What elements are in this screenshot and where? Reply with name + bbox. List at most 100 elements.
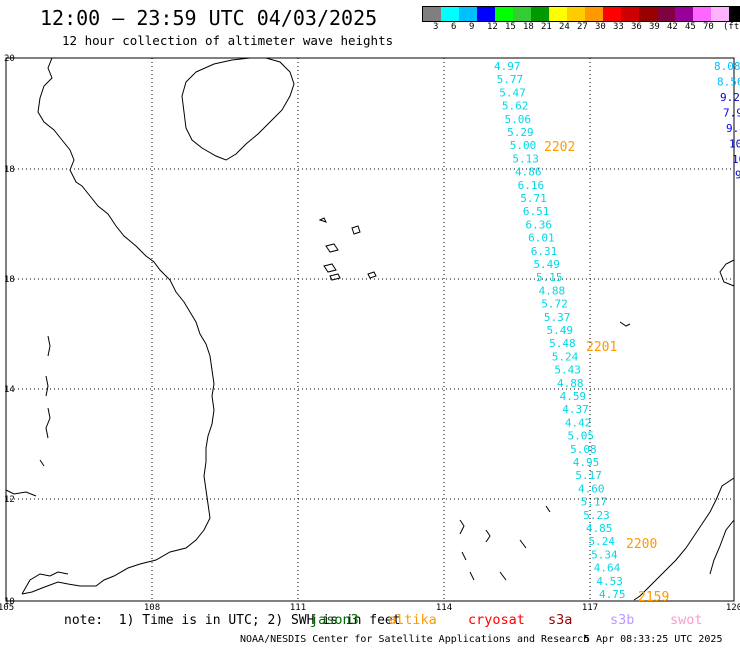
swh-value: 5.34	[591, 548, 618, 561]
lon-tick-label: 105	[0, 603, 14, 613]
swh-value: 5.00	[510, 139, 537, 152]
scale-swatch	[675, 7, 693, 21]
swh-value: 6.36	[526, 218, 553, 231]
swh-value: 4.64	[594, 562, 621, 575]
axis-labels: 105 108 111 114 117 120 20 18 18 14 12 10	[0, 54, 740, 613]
mission-label-cryosat: cryosat	[468, 612, 525, 628]
swh-value: 4.88	[539, 284, 566, 297]
swh-value: 5.49	[533, 258, 560, 271]
swh-value: 6.16	[518, 179, 545, 192]
swh-value: 5.49	[547, 324, 574, 337]
mission-label-s3b: s3b	[610, 612, 635, 628]
scale-swatch	[729, 7, 740, 21]
swh-value: 5.71	[520, 192, 547, 205]
swh-value: 5.05	[568, 430, 595, 443]
generated-timestamp: 5 Apr 08:33:25 UTC 2025	[584, 634, 723, 645]
swh-value: 8.08	[714, 60, 740, 73]
swh-value: 5.72	[541, 298, 568, 311]
swh-value: 5.77	[497, 73, 524, 86]
mission-label-jason3: jason3	[310, 612, 359, 628]
lat-tick-label: 18	[4, 275, 15, 285]
swh-value: 5.29	[507, 126, 534, 139]
track-time-label: 2202	[544, 140, 575, 155]
swh-value: 5.13	[512, 152, 539, 165]
swh-value: 6.51	[523, 205, 550, 218]
lat-tick-label: 18	[4, 165, 15, 175]
lat-tick-label: 12	[4, 495, 15, 505]
track-time-label: 2201	[586, 340, 617, 355]
swh-value: 5.24	[552, 350, 579, 363]
graticule	[6, 58, 734, 601]
scale-label: 36	[631, 22, 642, 32]
swh-value: 5.37	[544, 311, 571, 324]
lon-tick-label: 117	[582, 603, 598, 613]
scale-swatch	[585, 7, 603, 21]
scale-swatch	[693, 7, 711, 21]
swh-value: 4.37	[562, 403, 589, 416]
swh-value: 4.85	[586, 522, 613, 535]
swh-value: 5.62	[502, 100, 529, 113]
scale-label: 9	[469, 22, 475, 32]
scale-label: 42	[667, 22, 678, 32]
swh-value: 5.47	[499, 86, 526, 99]
scale-swatch	[657, 7, 675, 21]
scale-swatch	[495, 7, 513, 21]
scale-swatch	[603, 7, 621, 21]
scale-label: (ft)	[723, 22, 740, 32]
scale-swatch	[423, 7, 441, 21]
lon-tick-label: 120	[726, 603, 740, 613]
scale-label: 39	[649, 22, 660, 32]
scale-swatch	[513, 7, 531, 21]
swh-value: 4.53	[596, 575, 623, 588]
swh-value: 6.01	[528, 232, 555, 245]
track-time-label: 2200	[626, 537, 657, 552]
swh-value: 5.24	[589, 535, 616, 548]
swh-value: 9	[735, 169, 740, 182]
scale-label: 21	[541, 22, 552, 32]
swh-value: 4.42	[565, 416, 592, 429]
swh-value: 5.15	[536, 271, 563, 284]
scale-label: 70	[703, 22, 714, 32]
scale-label: 15	[505, 22, 516, 32]
swh-value: 5.17	[581, 496, 608, 509]
lat-tick-label: 14	[4, 385, 15, 395]
scale-label: 18	[523, 22, 534, 32]
map-title: 12:00 – 23:59 UTC 04/03/2025	[40, 6, 378, 30]
swh-value: 5.06	[505, 113, 532, 126]
scale-label: 45	[685, 22, 696, 32]
lat-tick-label: 10	[4, 597, 15, 607]
swh-value: 4.59	[560, 390, 587, 403]
swh-value: 9.4	[726, 122, 740, 135]
lon-tick-label: 111	[290, 603, 306, 613]
scale-swatch	[477, 7, 495, 21]
mission-label-swot: swot	[670, 612, 703, 628]
swh-value: 4.88	[557, 377, 584, 390]
swh-value: 4.60	[578, 482, 605, 495]
scale-swatch	[567, 7, 585, 21]
scale-swatch	[549, 7, 567, 21]
lat-tick-label: 20	[4, 54, 15, 64]
swh-value: 10	[732, 153, 740, 166]
swh-value: 8.56	[717, 76, 740, 89]
scale-label: 3	[433, 22, 439, 32]
map-subtitle: 12 hour collection of altimeter wave hei…	[62, 33, 394, 48]
swh-value: 5.23	[583, 509, 610, 522]
swh-value: 5.08	[570, 443, 597, 456]
footnote: note: 1) Time is in UTC; 2) SWH is in fe…	[64, 613, 401, 628]
scale-label: 12	[487, 22, 498, 32]
scale-label: 24	[559, 22, 570, 32]
swh-value: 4.95	[573, 456, 600, 469]
scale-label: 27	[577, 22, 588, 32]
scale-swatch	[711, 7, 729, 21]
lon-tick-label: 108	[144, 603, 160, 613]
scale-swatch	[441, 7, 459, 21]
color-scale	[422, 6, 740, 22]
scale-swatch	[639, 7, 657, 21]
swh-value: 7.9	[723, 107, 740, 120]
swh-value: 4.86	[515, 166, 542, 179]
swh-value: 4.75	[599, 588, 626, 601]
swh-value: 9.22	[720, 91, 740, 104]
track-time-labels: 2202 2201 2200 2159	[544, 140, 669, 605]
